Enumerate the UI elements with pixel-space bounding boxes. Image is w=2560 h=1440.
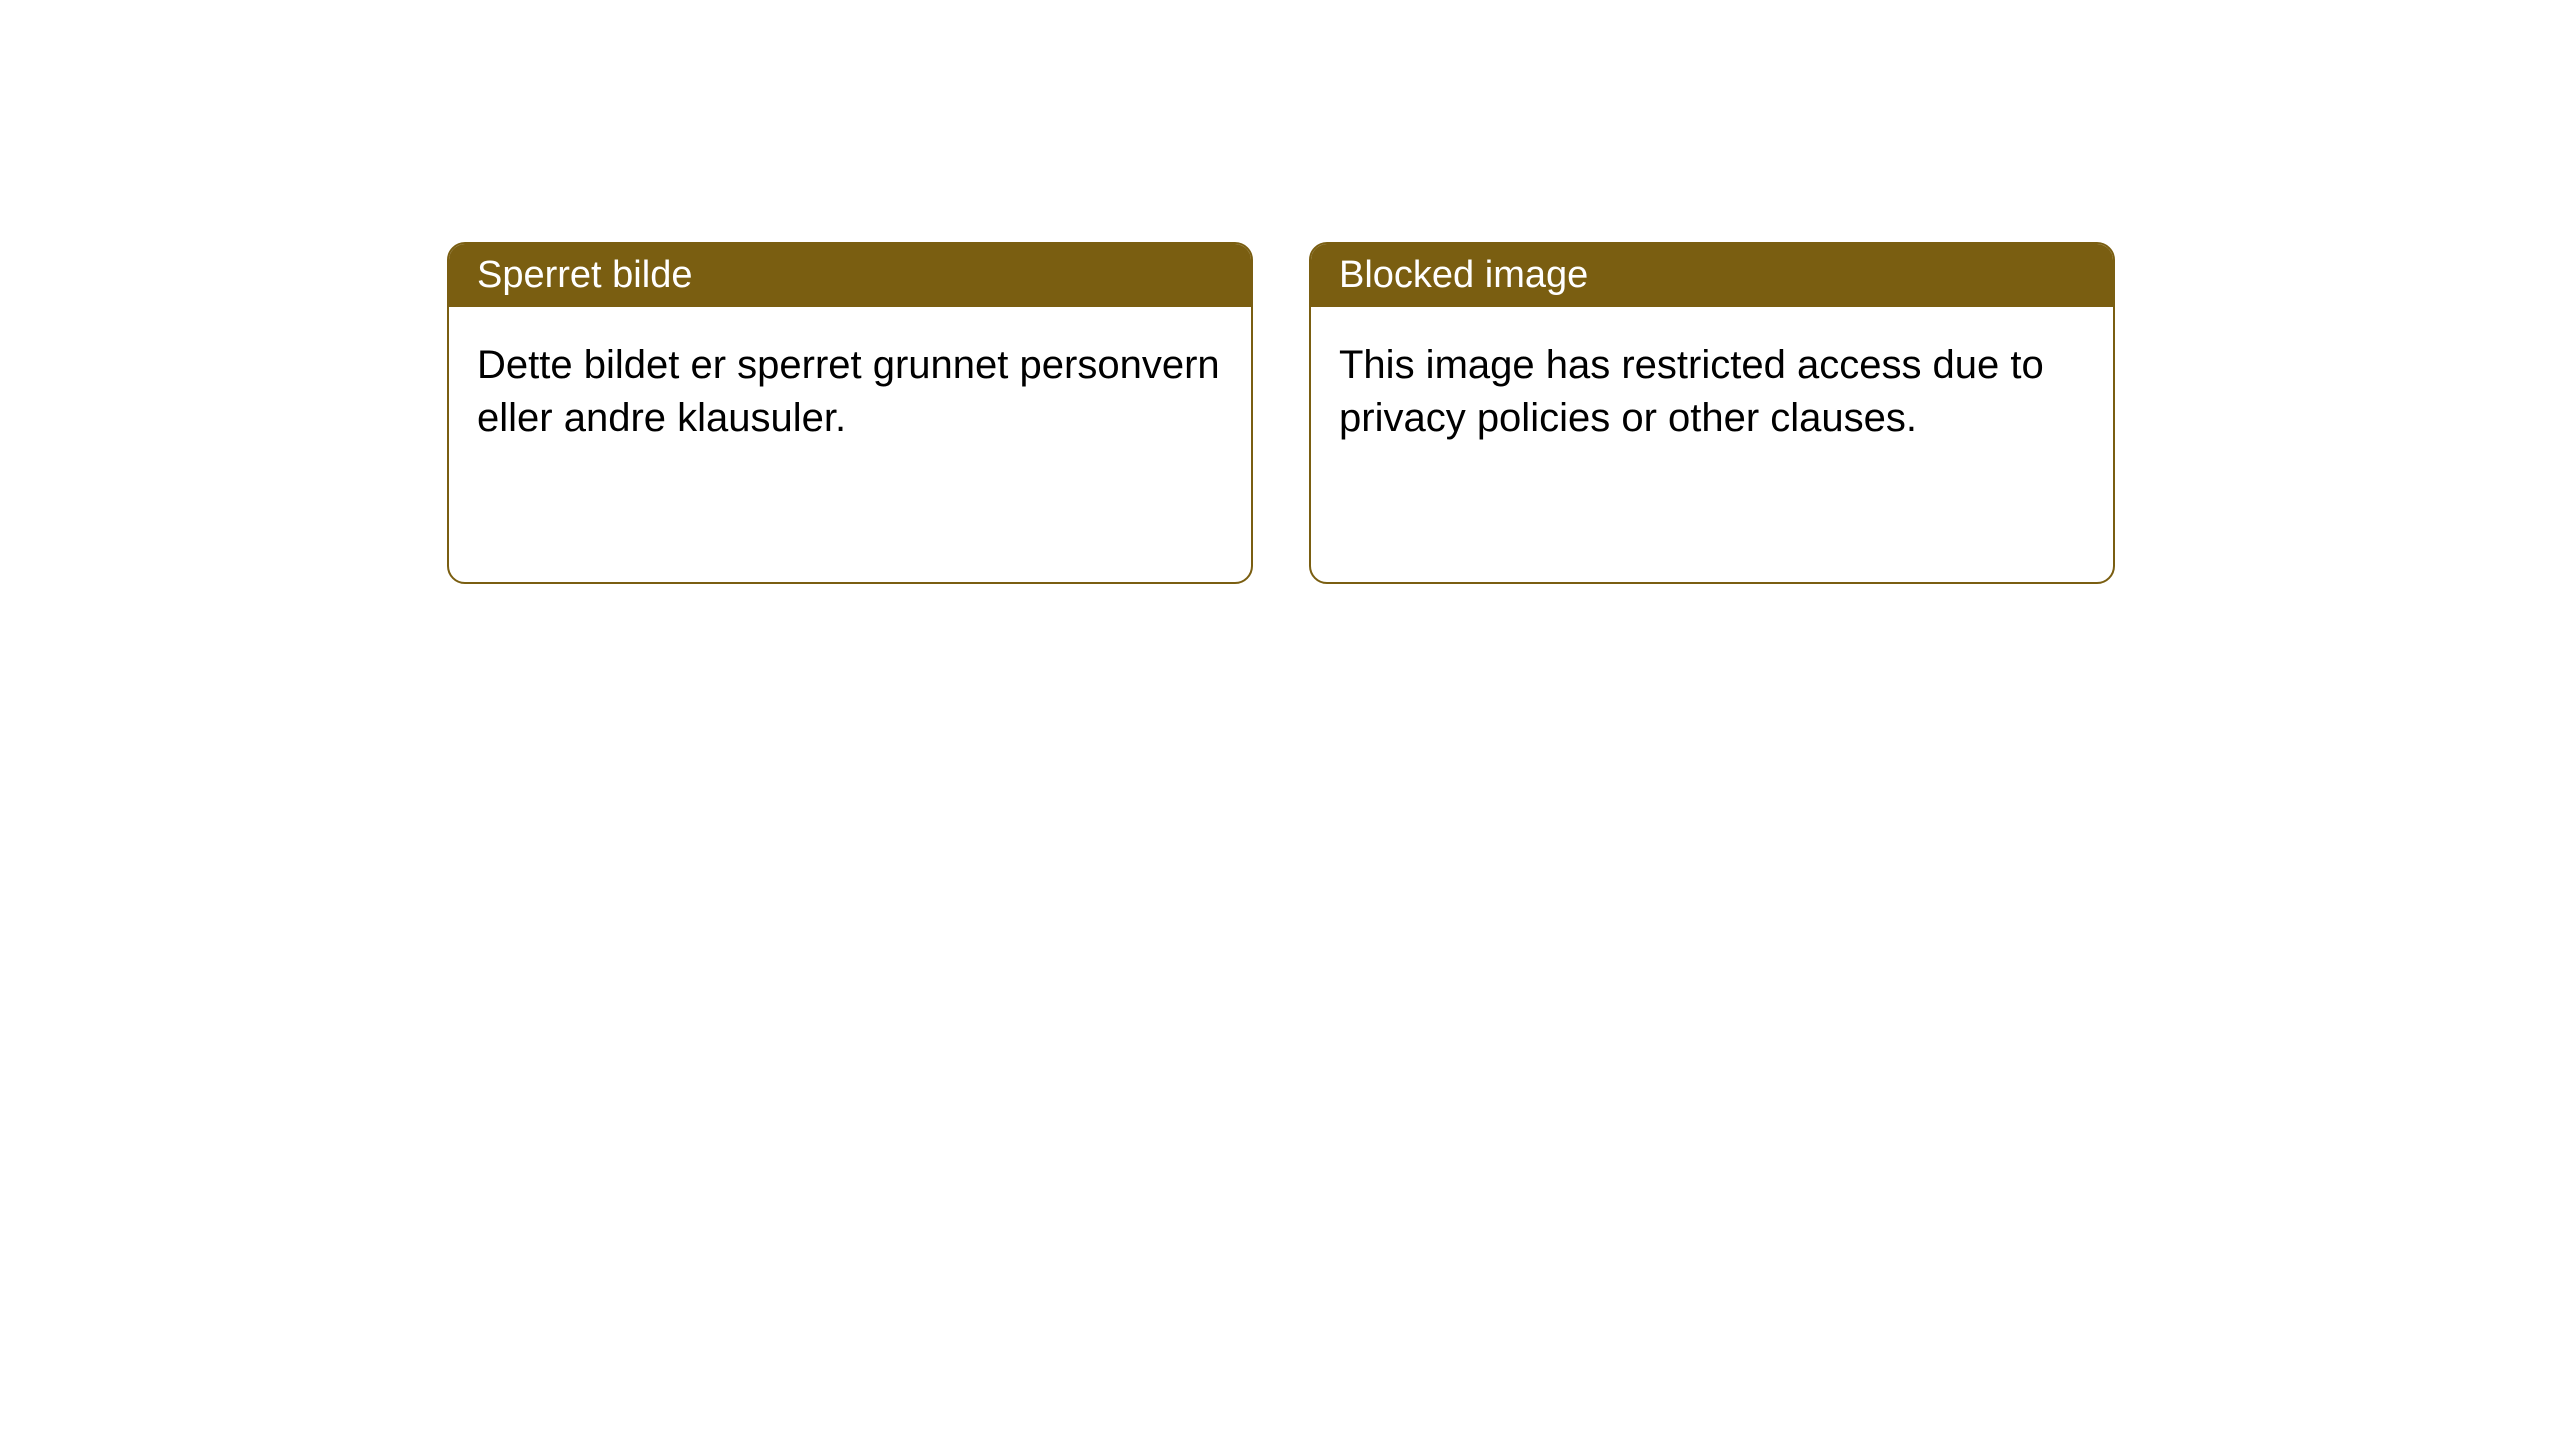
card-body-text: This image has restricted access due to … bbox=[1339, 343, 2044, 440]
card-title: Sperret bilde bbox=[477, 254, 692, 296]
notice-card-english: Blocked image This image has restricted … bbox=[1309, 242, 2115, 584]
card-header: Sperret bilde bbox=[449, 244, 1251, 307]
notice-card-norwegian: Sperret bilde Dette bildet er sperret gr… bbox=[447, 242, 1253, 584]
card-title: Blocked image bbox=[1339, 254, 1588, 296]
card-body-text: Dette bildet er sperret grunnet personve… bbox=[477, 343, 1220, 440]
notice-container: Sperret bilde Dette bildet er sperret gr… bbox=[0, 0, 2560, 584]
card-body: Dette bildet er sperret grunnet personve… bbox=[449, 307, 1251, 582]
card-body: This image has restricted access due to … bbox=[1311, 307, 2113, 582]
card-header: Blocked image bbox=[1311, 244, 2113, 307]
